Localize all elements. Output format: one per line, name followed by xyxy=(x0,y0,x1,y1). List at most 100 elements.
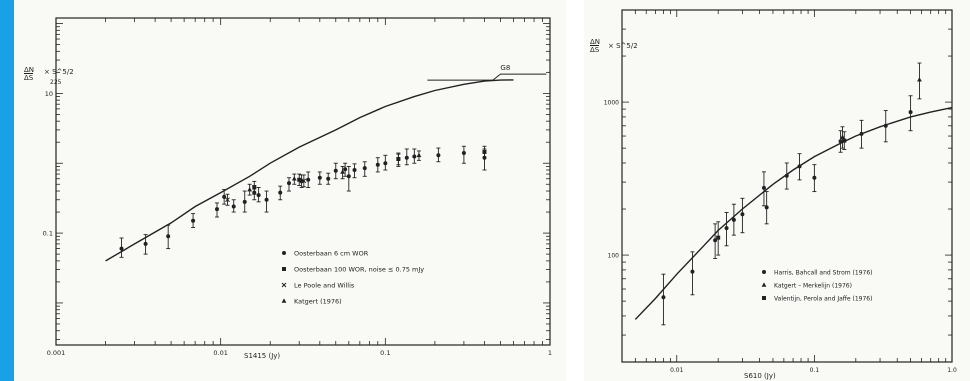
y-axis-factor-left: × S^5/2 xyxy=(44,68,74,76)
legend-marker xyxy=(762,296,766,300)
data-point xyxy=(301,178,307,184)
data-point xyxy=(191,218,196,223)
x-axis-label: S610 (Jy) xyxy=(744,372,776,380)
x-tick-label: 0.01 xyxy=(670,367,684,374)
data-point xyxy=(252,185,257,190)
legend-label: Katgert (1976) xyxy=(294,298,342,306)
x-tick-label: 0.01 xyxy=(213,349,227,357)
y-axis-label-left: ΔN ΔS xyxy=(24,66,35,82)
series-group xyxy=(840,62,922,149)
plot-frame xyxy=(55,17,551,346)
data-point xyxy=(278,190,283,195)
x-tick-label: 1.0 xyxy=(947,367,957,374)
source-counts-chart-610: 0.01 0.1 1.0 1000 100 S610 (Jy) Harris, Bahcal… xyxy=(604,9,957,380)
legend-marker xyxy=(762,270,766,274)
data-point xyxy=(143,241,148,246)
data-point xyxy=(461,151,466,156)
series-group xyxy=(247,150,422,196)
data-point xyxy=(242,199,247,204)
data-point xyxy=(404,155,409,160)
data-point xyxy=(812,175,817,180)
x-tick-label: 0.1 xyxy=(810,367,820,374)
data-point xyxy=(713,238,718,243)
legend-label: Valentijn, Perola and Jaffe (1976) xyxy=(774,296,872,303)
data-point xyxy=(326,176,331,181)
y-tick-label: 1000 xyxy=(604,100,619,107)
legend-marker xyxy=(761,282,767,287)
data-point xyxy=(883,123,888,128)
data-point xyxy=(317,175,322,180)
data-point xyxy=(412,154,417,159)
data-point xyxy=(859,131,864,136)
series-group xyxy=(661,95,913,326)
y-axis-factor-right: × S^5/2 xyxy=(608,42,638,50)
data-point xyxy=(724,226,729,231)
source-counts-chart-1415: 0.001 0.01 0.1 1 10 0.1 S1415 (Jy) G8 Oosterbaan… xyxy=(43,17,552,360)
series-group xyxy=(119,145,487,258)
legend-label: Le Poole and Willis xyxy=(294,282,355,290)
plot-frame xyxy=(621,9,953,363)
data-point xyxy=(225,197,230,203)
x-tick-label: 0.001 xyxy=(47,349,66,357)
accent-stripe xyxy=(0,0,14,381)
x-axis-label: S1415 (Jy) xyxy=(244,352,280,360)
fit-curve xyxy=(634,106,953,320)
minor-ticks xyxy=(55,18,550,345)
series-group xyxy=(252,145,487,195)
data-point xyxy=(416,152,422,158)
data-point xyxy=(784,173,789,178)
minor-ticks xyxy=(621,9,952,363)
data-point xyxy=(306,177,311,182)
data-point xyxy=(256,193,261,198)
series-group xyxy=(716,131,847,256)
data-point xyxy=(352,168,357,173)
data-point xyxy=(838,139,843,144)
y-tick-label: 100 xyxy=(608,253,620,260)
data-point xyxy=(917,77,922,82)
data-point xyxy=(396,156,401,161)
data-point xyxy=(119,246,124,251)
annotation-label: G8 xyxy=(500,64,510,72)
data-point xyxy=(383,161,388,166)
data-point xyxy=(222,194,227,199)
y-tick-label: 0.1 xyxy=(43,230,53,238)
legend-marker xyxy=(281,298,287,303)
annotation-bracket xyxy=(427,73,547,81)
fit-curve xyxy=(105,79,514,262)
right-figure-panel: 0.01 0.1 1.0 1000 100 S610 (Jy) Harris, Bahcal… xyxy=(584,0,970,381)
left-figure-panel: 0.001 0.01 0.1 1 10 0.1 S1415 (Jy) G8 Oosterbaan… xyxy=(14,0,566,381)
data-point xyxy=(436,153,441,158)
data-point xyxy=(346,174,351,179)
data-point xyxy=(231,204,236,209)
data-point xyxy=(908,110,913,115)
legend-label: Oosterbaan 100 WOR, noise ≤ 0.75 mJy xyxy=(294,266,424,274)
data-point xyxy=(690,269,695,274)
legend-label: Harris, Bahcall and Strom (1976) xyxy=(774,270,873,277)
legend-marker xyxy=(281,282,287,288)
data-point xyxy=(761,185,766,190)
data-point xyxy=(343,167,348,172)
legend-label: Katgert – Merkelijn (1976) xyxy=(774,283,852,290)
data-point xyxy=(482,149,487,154)
legend-marker xyxy=(282,267,286,271)
y-axis-factor-denominator-left: 225 xyxy=(50,79,62,86)
data-point xyxy=(375,162,380,167)
data-point xyxy=(797,164,802,169)
data-point xyxy=(764,205,769,210)
data-point xyxy=(291,176,297,181)
data-point xyxy=(740,212,745,217)
data-point xyxy=(842,138,847,143)
data-point xyxy=(166,234,171,239)
data-point xyxy=(286,181,291,186)
data-point xyxy=(247,186,253,192)
data-point xyxy=(333,168,338,173)
data-point xyxy=(297,177,302,182)
data-point xyxy=(362,166,367,171)
data-point xyxy=(264,197,269,202)
data-point xyxy=(716,235,721,240)
data-point xyxy=(840,134,845,139)
x-tick-label: 1 xyxy=(548,349,552,357)
x-tick-label: 0.1 xyxy=(380,349,390,357)
y-axis-label-right: ΔN ΔS xyxy=(590,38,601,54)
y-tick-label: 10 xyxy=(45,90,53,98)
